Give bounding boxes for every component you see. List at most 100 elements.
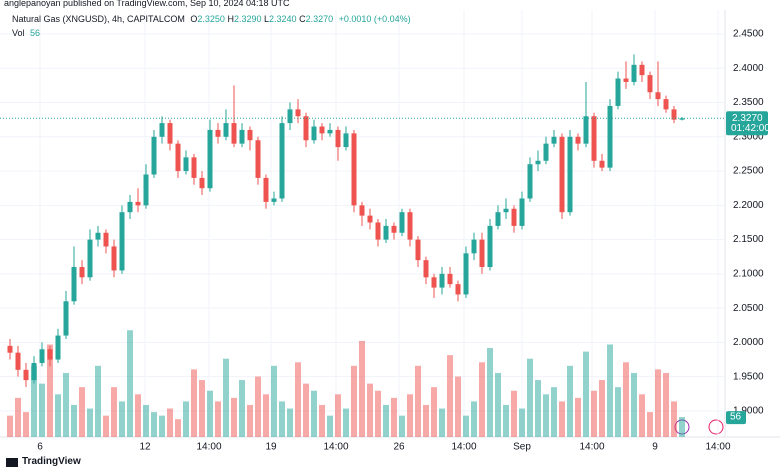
- candle-body: [191, 157, 197, 178]
- volume-bar: [671, 401, 677, 437]
- volume-bar: [463, 415, 469, 437]
- volume-bar: [71, 404, 77, 437]
- volume-bar: [663, 372, 669, 437]
- candle-body: [175, 143, 181, 172]
- volume-bar: [479, 362, 485, 437]
- y-tick-label: 2.0000: [733, 337, 764, 348]
- countdown: 01:42:00: [731, 123, 770, 134]
- volume-bar: [7, 415, 13, 437]
- volume-bar: [103, 415, 109, 437]
- ohlc-value: 2.3290: [233, 14, 262, 24]
- candle-body: [647, 75, 653, 93]
- last-price-badge: [726, 111, 768, 136]
- candle-body: [583, 116, 589, 144]
- y-tick-label: 2.2000: [733, 200, 764, 211]
- candle-body: [463, 253, 469, 295]
- y-tick-label: 2.0500: [733, 303, 764, 314]
- volume-bar: [223, 358, 229, 437]
- volume-bar: [519, 408, 525, 437]
- candle-body: [439, 273, 445, 288]
- candle-body: [615, 78, 621, 106]
- candle-body: [399, 212, 405, 233]
- volume-bar: [327, 415, 333, 437]
- volume-bar: [591, 390, 597, 437]
- flag-icon[interactable]: [708, 419, 724, 435]
- volume-bar: [527, 358, 533, 437]
- ohlc-letter: O: [190, 14, 198, 24]
- ohlc-letter: H: [227, 14, 234, 24]
- candle-body: [215, 129, 221, 137]
- candle-body: [535, 160, 541, 165]
- candle-body: [295, 109, 301, 117]
- volume-bar: [343, 408, 349, 437]
- volume-bar: [655, 369, 661, 437]
- volume-bar: [111, 387, 117, 437]
- candle-body: [631, 64, 637, 82]
- volume-bar: [447, 355, 453, 437]
- candle-body: [447, 273, 453, 285]
- volume-bar: [39, 383, 45, 437]
- x-tick-label: 9: [652, 442, 658, 453]
- volume-name: Vol: [12, 28, 25, 38]
- legend-row: Natural Gas (XNGUSD), 4h, CAPITALCOM O2.…: [12, 14, 414, 24]
- volume-bar: [623, 362, 629, 437]
- candle-body: [71, 267, 77, 302]
- candle-body: [39, 349, 45, 363]
- volume-bar: [407, 394, 413, 437]
- x-tick-label: 14:00: [451, 442, 476, 453]
- candle-body: [343, 133, 349, 148]
- volume-bar: [439, 408, 445, 437]
- volume-bar: [607, 344, 613, 437]
- x-tick-label: 14:00: [196, 442, 221, 453]
- volume-bar: [495, 372, 501, 437]
- candle-body: [207, 129, 213, 189]
- y-tick-label: 2.4000: [733, 63, 764, 74]
- change: +0.0010 (+0.04%): [338, 14, 411, 24]
- candle-body: [503, 208, 509, 213]
- volume-bar: [631, 372, 637, 437]
- candle-body: [567, 136, 573, 213]
- volume-bar: [287, 408, 293, 437]
- candle-body: [407, 212, 413, 240]
- volume-bar: [615, 387, 621, 437]
- volume-bar: [215, 401, 221, 437]
- volume-bar: [639, 394, 645, 437]
- volume-bar: [135, 394, 141, 437]
- candle-body: [527, 164, 533, 199]
- y-tick-label: 2.3500: [733, 97, 764, 108]
- volume-bar: [503, 404, 509, 437]
- volume-bar: [15, 397, 21, 437]
- x-tick-label: Sep: [513, 442, 531, 453]
- volume-axis-label: 56: [730, 412, 742, 423]
- volume-bar: [55, 394, 61, 437]
- candle-body: [671, 109, 677, 120]
- candle-body: [151, 136, 157, 175]
- candle-body: [55, 335, 61, 360]
- candle-body: [479, 239, 485, 268]
- candle-body: [7, 345, 13, 353]
- volume-bar: [95, 365, 101, 437]
- candle-body: [119, 212, 125, 271]
- ohlc-legend: O2.3250 H2.3290 L2.3240 C2.3270: [190, 14, 335, 24]
- candle-body: [511, 208, 517, 226]
- volume-bar: [127, 330, 133, 437]
- candle-body: [623, 78, 629, 82]
- candle-body: [599, 160, 605, 168]
- candle-body: [279, 123, 285, 199]
- volume-bar: [31, 365, 37, 437]
- volume-bar: [599, 380, 605, 437]
- candle-body: [111, 246, 117, 271]
- volume-bar: [575, 397, 581, 437]
- y-tick-label: 2.3000: [733, 131, 764, 142]
- ohlc-value: 2.3270: [305, 14, 334, 24]
- candle-body: [471, 239, 477, 254]
- volume-bar: [391, 397, 397, 437]
- candle-body: [303, 116, 309, 141]
- volume-bar: [263, 394, 269, 437]
- volume-bar: [487, 348, 493, 437]
- candle-body: [655, 92, 661, 100]
- candle-body: [247, 129, 253, 141]
- candle-body: [63, 301, 69, 336]
- candle-body: [15, 352, 21, 370]
